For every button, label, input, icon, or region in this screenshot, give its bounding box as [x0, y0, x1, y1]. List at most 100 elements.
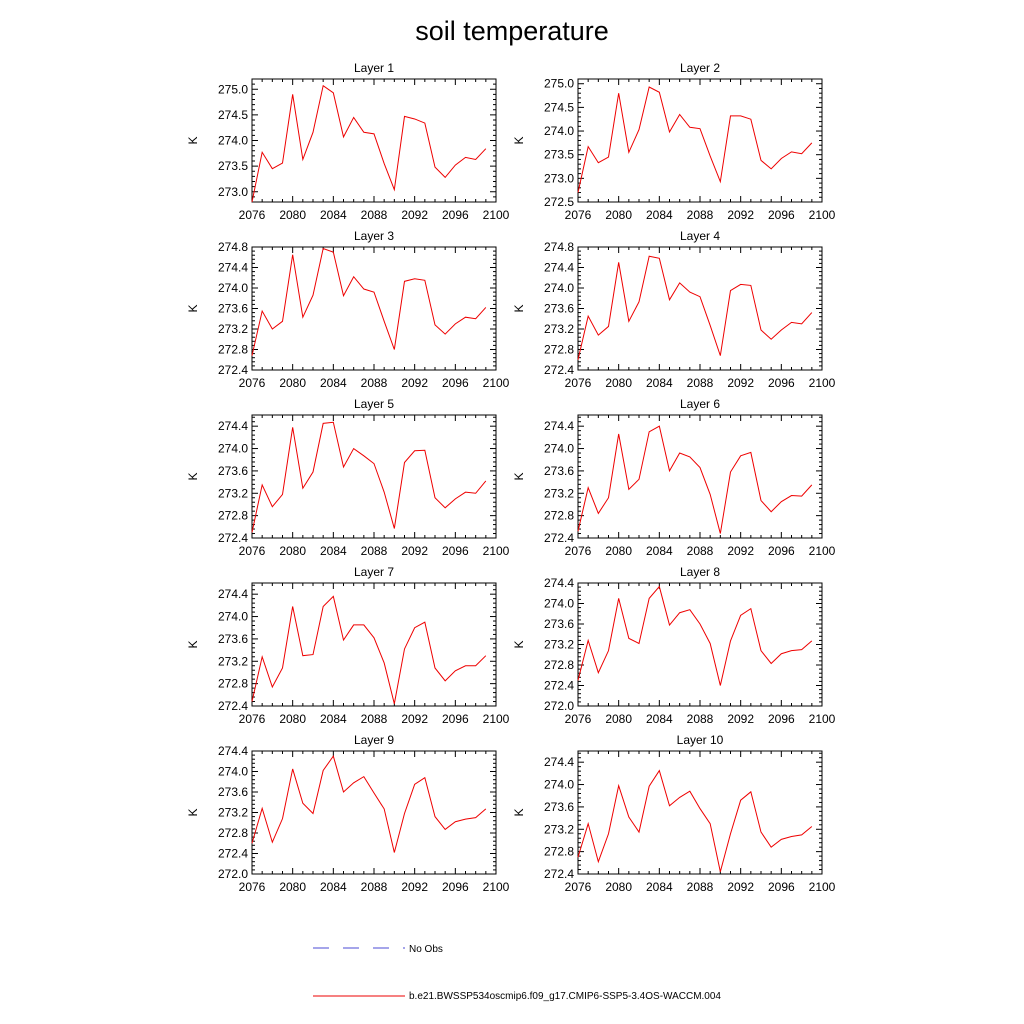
data-point	[373, 637, 375, 639]
data-point	[363, 624, 365, 626]
data-point	[638, 642, 640, 644]
data-point	[332, 251, 334, 253]
legend-label-model: b.e21.BWSSP534oscmip6.f09_g17.CMIP6-SSP5…	[409, 991, 721, 1002]
y-axis-label: K	[186, 136, 200, 144]
data-point	[617, 597, 619, 599]
data-point	[444, 828, 446, 830]
data-point	[811, 311, 813, 313]
data-point	[302, 158, 304, 160]
data-point	[658, 91, 660, 93]
data-point	[587, 639, 589, 641]
data-point	[628, 637, 630, 639]
data-point	[383, 320, 385, 322]
plot-frame	[251, 582, 497, 707]
y-tick-label: 274.0	[218, 610, 248, 624]
panel-title: Layer 9	[354, 733, 394, 747]
data-point	[577, 530, 579, 532]
y-tick-label: 273.0	[218, 185, 248, 199]
data-point	[607, 156, 609, 158]
x-tick-label: 2092	[727, 544, 754, 558]
y-tick-label: 274.4	[544, 261, 574, 275]
data-point	[597, 671, 599, 673]
x-tick-label: 2100	[809, 544, 836, 558]
data-point	[474, 492, 476, 494]
data-point	[719, 684, 721, 686]
panel-title: Layer 7	[354, 565, 394, 579]
x-tick-label: 2100	[809, 376, 836, 390]
data-point	[800, 495, 802, 497]
data-point	[444, 176, 446, 178]
data-point	[811, 484, 813, 486]
x-tick-label: 2096	[768, 208, 795, 222]
data-point	[363, 775, 365, 777]
panel-title: Layer 3	[354, 229, 394, 243]
data-point	[454, 670, 456, 672]
panel-grid: Layer 1 2076 2080 2084 2088 2092 2096 2100 273.0…	[186, 61, 836, 894]
data-point	[464, 156, 466, 158]
data-point	[760, 329, 762, 331]
data-point	[739, 455, 741, 457]
data-point	[719, 354, 721, 356]
y-tick-label: 272.4	[218, 847, 248, 861]
panel-layer-9: Layer 9 2076 2080 2084 2088 2092 2096 2100 272.0…	[186, 733, 510, 894]
data-point	[251, 700, 253, 702]
data-point	[342, 136, 344, 138]
legend-label-no-obs: No Obs	[409, 944, 443, 955]
x-tick-label: 2092	[727, 712, 754, 726]
data-point	[638, 478, 640, 480]
x-tick-label: 2088	[687, 712, 714, 726]
y-tick-label: 272.5	[544, 195, 574, 209]
data-point	[403, 648, 405, 650]
panel-title: Layer 8	[680, 565, 720, 579]
legend: No Obs b.e21.BWSSP534oscmip6.f09_g17.CMI…	[313, 944, 721, 1002]
data-point	[668, 624, 670, 626]
data-point	[312, 471, 314, 473]
data-point	[597, 162, 599, 164]
y-axis-label: K	[512, 640, 526, 648]
x-tick-label: 2076	[565, 376, 592, 390]
data-point	[699, 623, 701, 625]
data-point	[454, 821, 456, 823]
data-point	[668, 470, 670, 472]
x-tick-label: 2096	[442, 712, 469, 726]
x-tick-label: 2088	[361, 712, 388, 726]
data-point	[709, 822, 711, 824]
y-tick-label: 274.0	[218, 765, 248, 779]
y-tick-label: 272.8	[218, 509, 248, 523]
data-point	[403, 461, 405, 463]
data-point	[485, 808, 487, 810]
x-tick-label: 2092	[727, 208, 754, 222]
data-point	[291, 93, 293, 95]
data-point	[373, 133, 375, 135]
data-point	[719, 871, 721, 873]
data-point	[474, 318, 476, 320]
x-tick-label: 2096	[768, 880, 795, 894]
y-tick-label: 272.4	[544, 867, 574, 881]
data-point	[668, 805, 670, 807]
data-point	[281, 667, 283, 669]
data-point	[332, 755, 334, 757]
data-point	[271, 505, 273, 507]
data-point	[617, 433, 619, 435]
data-point	[699, 466, 701, 468]
plot-frame	[577, 78, 823, 203]
plot-frame	[251, 246, 497, 371]
y-axis-label: K	[512, 304, 526, 312]
plot-frame	[251, 750, 497, 875]
data-point	[689, 456, 691, 458]
data-point	[434, 497, 436, 499]
x-tick-label: 2084	[320, 880, 347, 894]
y-tick-label: 273.2	[218, 806, 248, 820]
y-tick-label: 272.4	[544, 531, 574, 545]
x-tick-label: 2100	[483, 544, 510, 558]
data-point	[261, 656, 263, 658]
data-point	[302, 316, 304, 318]
data-point	[739, 115, 741, 117]
data-point	[302, 654, 304, 656]
data-point	[413, 627, 415, 629]
data-point	[373, 792, 375, 794]
data-point	[444, 507, 446, 509]
data-point	[352, 624, 354, 626]
data-point	[750, 791, 752, 793]
